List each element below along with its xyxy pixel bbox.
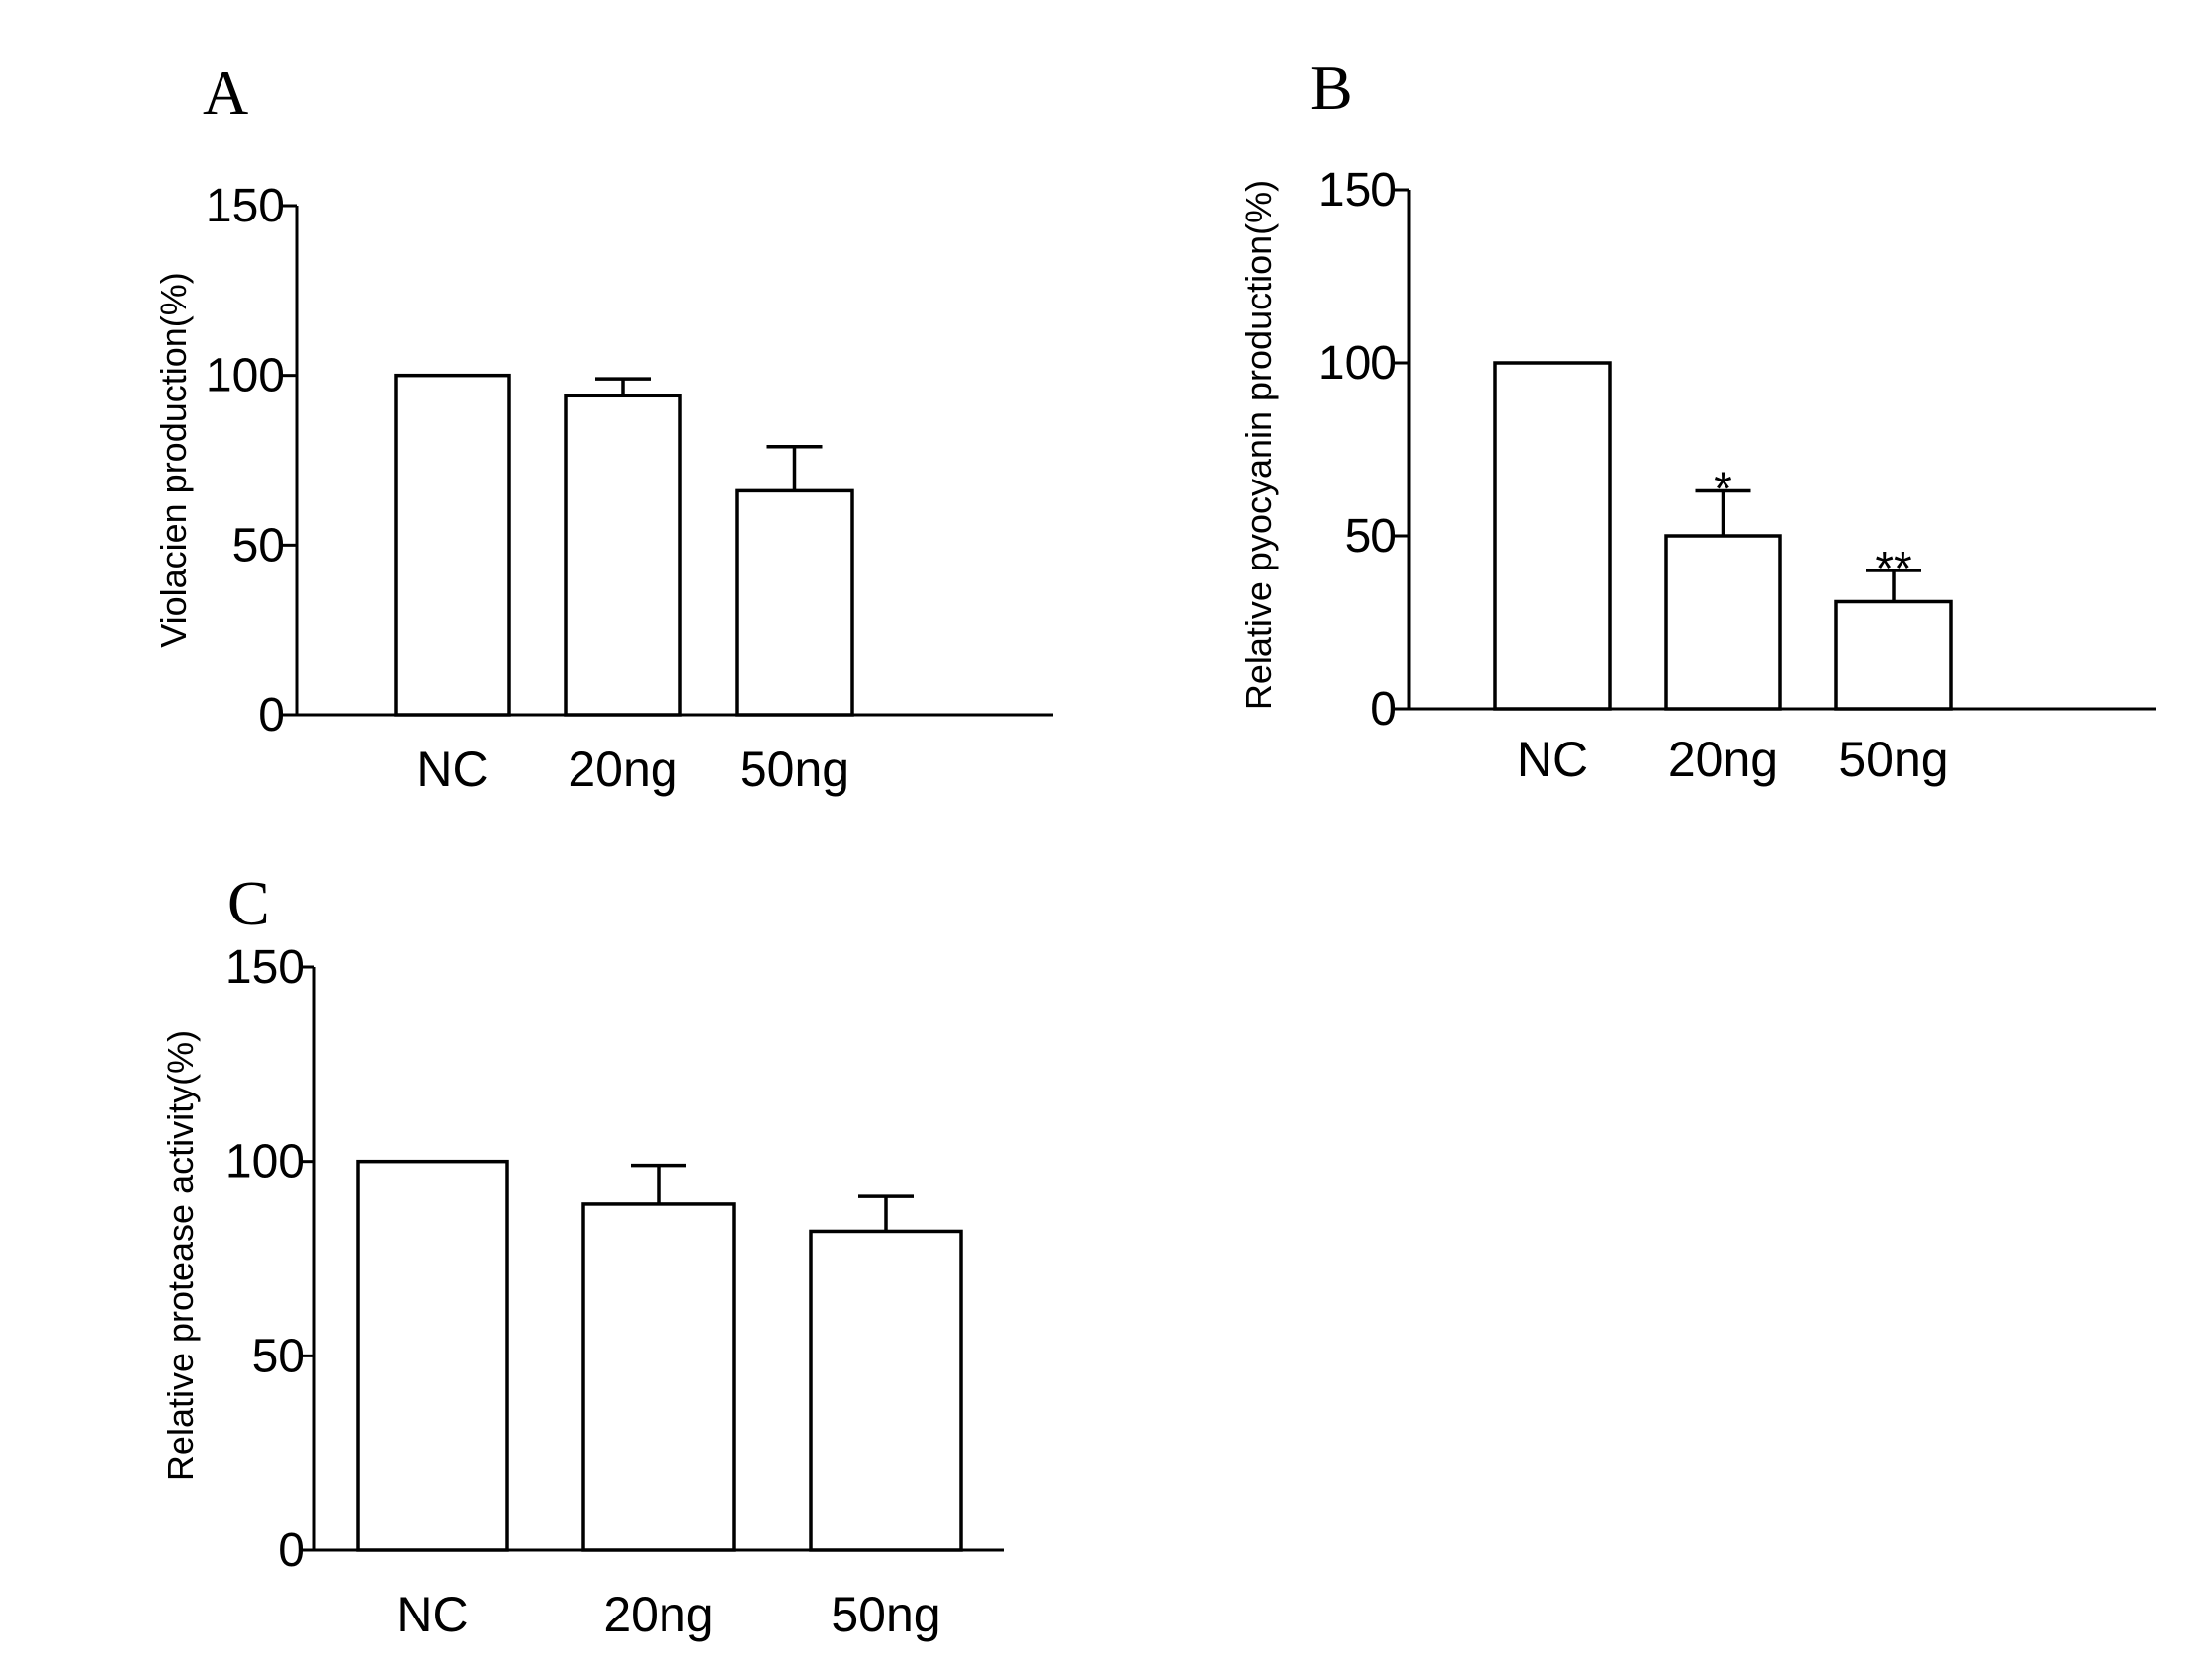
panel-c: C 0 50 100 150 Relative protease activity(%) N… — [160, 868, 1004, 1642]
panel-b-y-tick-label: 0 — [1371, 683, 1397, 736]
panel-a-y-tick-label: 50 — [232, 519, 285, 571]
panel-b-bar — [1834, 599, 1953, 711]
panel-b-significance-label: ** — [1875, 543, 1911, 595]
panel-c-bar — [581, 1202, 736, 1552]
panel-a-y-axis-title: Violacien production(%) — [153, 272, 194, 648]
panel-a-bar — [564, 394, 682, 717]
panel-b-category-label: 50ng — [1838, 732, 1948, 787]
panel-b-bar — [1664, 534, 1782, 711]
panel-b-y-tick-label: 100 — [1318, 337, 1397, 390]
panel-b-y-axis-title: Relative pyocyanin production(%) — [1238, 180, 1279, 710]
panel-b-letter: B — [1310, 52, 1353, 123]
panel-a-bar — [394, 373, 511, 717]
panel-c-y-tick-label: 50 — [252, 1330, 305, 1382]
panel-b-category-label: NC — [1517, 732, 1588, 787]
panel-a-bar — [735, 488, 854, 717]
panel-c-category-label: 20ng — [603, 1587, 713, 1642]
panel-c-y-tick-label: 100 — [225, 1136, 305, 1188]
panel-c-category-label: NC — [397, 1587, 468, 1642]
panel-a-category-label: 20ng — [568, 742, 677, 797]
panel-b-y-tick-label: 50 — [1345, 510, 1397, 563]
panel-c-letter: C — [227, 868, 270, 938]
panel-b: B 0 50 100 150 Relative pyocyanin production(… — [1238, 52, 2156, 787]
panel-a: A 0 50 100 150 Violacien production(%) NC 20ng 5… — [153, 57, 1053, 797]
panel-a-y-tick-label: 0 — [258, 689, 285, 742]
panel-a-y-tick-label: 100 — [206, 350, 285, 402]
panel-b-category-label: 20ng — [1668, 732, 1778, 787]
panel-a-y-tick-label: 150 — [206, 180, 285, 232]
panel-c-bar — [809, 1229, 963, 1552]
panel-b-significance-label: * — [1714, 464, 1732, 516]
panel-c-y-axis-title: Relative protease activity(%) — [160, 1030, 201, 1481]
panel-b-y-tick-label: 150 — [1318, 164, 1397, 217]
panel-c-y-tick-label: 0 — [278, 1525, 305, 1577]
panel-b-bar — [1493, 361, 1612, 711]
panel-a-letter: A — [203, 57, 248, 128]
panel-c-bar — [356, 1159, 509, 1552]
panel-c-y-tick-label: 150 — [225, 941, 305, 994]
panel-a-category-label: 50ng — [740, 742, 849, 797]
panel-a-category-label: NC — [416, 742, 487, 797]
panel-c-category-label: 50ng — [831, 1587, 940, 1642]
